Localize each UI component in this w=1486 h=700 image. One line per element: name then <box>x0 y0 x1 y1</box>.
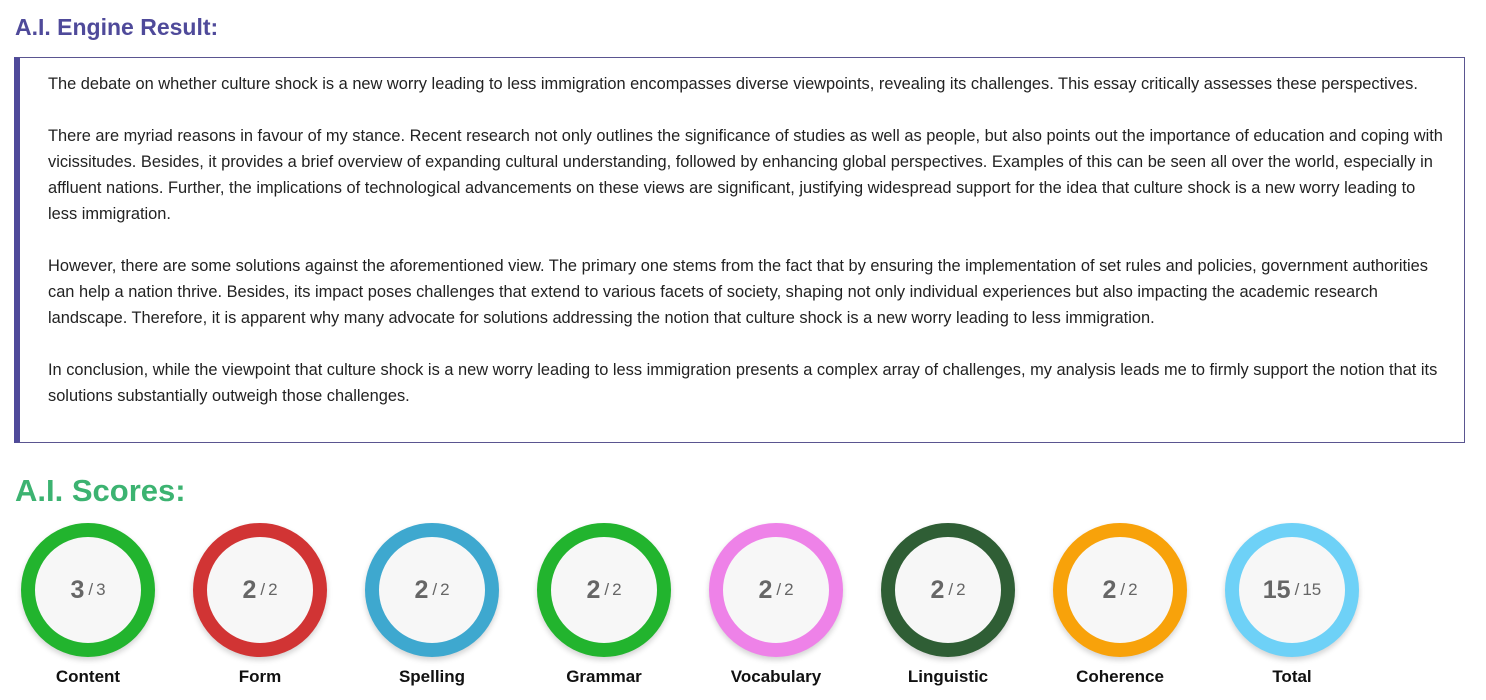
score-value: 3 <box>70 575 85 604</box>
score-value: 2 <box>930 575 945 604</box>
score-ring: 2/2 <box>537 523 671 657</box>
score-label: Total <box>1272 667 1312 686</box>
essay-paragraph: In conclusion, while the viewpoint that … <box>48 361 1438 405</box>
essay-text: The debate on whether culture shock is a… <box>20 58 1464 409</box>
engine-result-title: A.I. Engine Result: <box>15 14 219 40</box>
score-value: 2 <box>414 575 429 604</box>
score-ring: 3/3 <box>21 523 155 657</box>
essay-paragraph: The debate on whether culture shock is a… <box>48 75 1418 93</box>
score-coherence: 2/2 Coherence <box>1052 523 1188 687</box>
score-linguistic: 2/2 Linguistic <box>880 523 1016 687</box>
score-value: 15 <box>1262 575 1291 604</box>
score-value: 2 <box>1102 575 1117 604</box>
essay-paragraph: However, there are some solutions agains… <box>48 257 1428 327</box>
score-separator: / <box>88 580 94 599</box>
score-value: 2 <box>242 575 257 604</box>
score-separator: / <box>260 580 266 599</box>
score-ring: 2/2 <box>709 523 843 657</box>
score-ring: 2/2 <box>881 523 1015 657</box>
score-max: 2 <box>268 580 278 599</box>
score-separator: / <box>604 580 610 599</box>
score-vocabulary: 2/2 Vocabulary <box>708 523 844 687</box>
score-separator: / <box>1294 580 1300 599</box>
score-spelling: 2/2 Spelling <box>364 523 500 687</box>
scores-row: 3/3 Content 2/2 Form 2/2 Spelling 2/2 Gr… <box>20 523 1396 687</box>
score-separator: / <box>776 580 782 599</box>
score-grammar: 2/2 Grammar <box>536 523 672 687</box>
score-separator: / <box>432 580 438 599</box>
score-label: Spelling <box>398 667 466 686</box>
score-content: 3/3 Content <box>20 523 156 687</box>
score-max: 2 <box>956 580 966 599</box>
score-separator: / <box>1120 580 1126 599</box>
score-total: 15/15 Total <box>1224 523 1360 687</box>
score-ring: 15/15 <box>1225 523 1359 657</box>
score-max: 2 <box>784 580 794 599</box>
scores-title: A.I. Scores: <box>15 473 186 508</box>
score-label: Content <box>55 667 121 686</box>
engine-result-box: The debate on whether culture shock is a… <box>14 57 1465 443</box>
score-value: 2 <box>758 575 773 604</box>
score-max: 15 <box>1302 580 1322 599</box>
score-ring: 2/2 <box>365 523 499 657</box>
score-ring: 2/2 <box>193 523 327 657</box>
score-label: Grammar <box>566 667 642 686</box>
score-separator: / <box>948 580 954 599</box>
score-label: Coherence <box>1076 667 1164 686</box>
score-ring: 2/2 <box>1053 523 1187 657</box>
score-label: Vocabulary <box>730 667 822 686</box>
score-label: Form <box>238 667 282 686</box>
score-max: 3 <box>96 580 106 599</box>
score-max: 2 <box>612 580 622 599</box>
score-max: 2 <box>440 580 450 599</box>
score-form: 2/2 Form <box>192 523 328 687</box>
score-value: 2 <box>586 575 601 604</box>
score-max: 2 <box>1128 580 1138 599</box>
score-label: Linguistic <box>907 667 989 686</box>
essay-paragraph: There are myriad reasons in favour of my… <box>48 127 1443 223</box>
